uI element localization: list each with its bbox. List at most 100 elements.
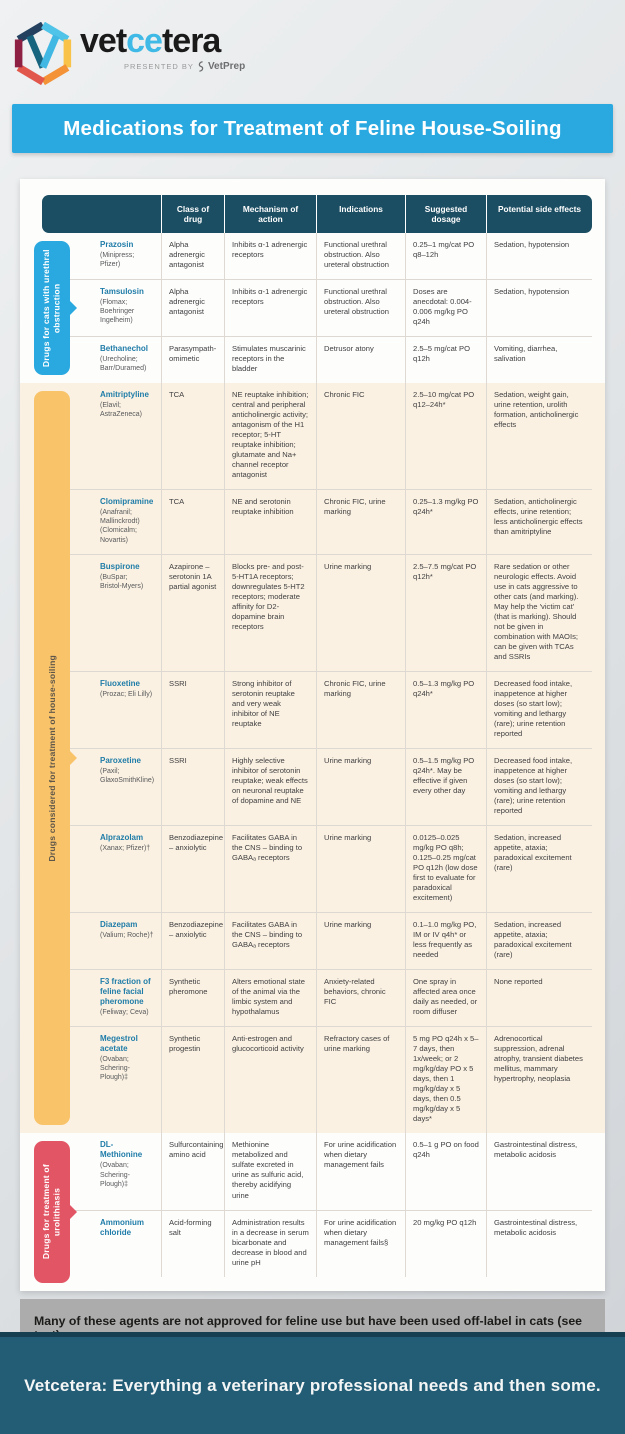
drug-group-1: Drugs considered for treatment of house-… [20, 383, 605, 1134]
header-cell-0: Class of drug [161, 195, 224, 233]
cell-side_effects: Sedation, hypotension [486, 233, 592, 280]
drug-brand: (Ovaban; Schering-Plough)‡ [100, 1162, 130, 1188]
cell-class: Acid-forming salt [161, 1210, 224, 1277]
brand-header: vetcetera PRESENTED BY VetPrep [0, 0, 625, 100]
group-band-1: Drugs considered for treatment of house-… [34, 391, 77, 1126]
drug-brand: (Anafranil; Mallinckrodt) (Clomicalm; No… [100, 509, 140, 544]
cell-drug: Alprazolam (Xanax; Pfizer)† [42, 826, 161, 912]
cell-drug: Megestrol acetate (Ovaban; Schering-Ploug… [42, 1027, 161, 1133]
cell-indications: For urine acidification when dietary man… [316, 1133, 405, 1210]
cell-dosage: 2.5–10 mg/cat PO q12–24h* [405, 383, 486, 490]
cell-class: SSRI [161, 671, 224, 748]
cell-indications: For urine acidification when dietary man… [316, 1210, 405, 1277]
table-row: Amitriptyline (Elavil; AstraZeneca) TCA NE … [42, 383, 592, 490]
cell-drug: Bethanechol (Urecholine; Barr/Duramed) [42, 337, 161, 383]
drug-name: Megestrol acetate [100, 1034, 138, 1054]
drug-name: Paroxetine [100, 755, 141, 765]
drug-name: DL-Methionine [100, 1140, 143, 1160]
drug-brand: (Elavil; AstraZeneca) [100, 402, 143, 419]
table-row: Bethanechol (Urecholine; Barr/Duramed) Par… [42, 336, 592, 384]
cell-side_effects: Decreased food intake, inappetence at hi… [486, 671, 592, 748]
page-title: Medications for Treatment of Feline Hous… [63, 116, 562, 140]
wordmark: vetcetera [80, 24, 245, 58]
cell-side_effects: Rare sedation or other neurologic effect… [486, 554, 592, 671]
table-row: F3 fraction of feline facial pheromone (F… [42, 969, 592, 1027]
cell-drug: Clomipramine (Anafranil; Mallinckrodt) (C… [42, 490, 161, 553]
table-row: Tamsulosin (Flomax; Boehringer Ingelheim)… [42, 279, 592, 337]
wordmark-ce: ce [126, 22, 163, 60]
cell-class: TCA [161, 383, 224, 490]
cell-side_effects: Sedation, anticholinergic effects, urine… [486, 490, 592, 554]
cell-drug: Amitriptyline (Elavil; AstraZeneca) [42, 383, 161, 489]
cell-mechanism: Administration results in a decrease in … [224, 1210, 316, 1277]
cell-mechanism: Highly selective inhibitor of serotonin … [224, 748, 316, 826]
cell-class: SSRI [161, 748, 224, 826]
cell-dosage: 0.25–1.3 mg/kg PO q24h* [405, 490, 486, 554]
cell-class: Benzodiazepine – anxiolytic [161, 913, 224, 970]
cell-indications: Anxiety-related behaviors, chronic FIC [316, 970, 405, 1027]
cell-indications: Detrusor atony [316, 337, 405, 384]
table-row: Paroxetine (Paxil; GlaxoSmithKline) SSRI Hi… [42, 747, 592, 826]
drug-name: Clomipramine [100, 497, 154, 507]
cell-dosage: 0.25–1 mg/cat PO q8–12h [405, 233, 486, 280]
group-band-label: Drugs for treatment of urolithiasis [41, 1164, 62, 1260]
cell-indications: Functional urethral obstruction. Also ur… [316, 233, 405, 280]
drug-brand: (Flomax; Boehringer Ingelheim) [100, 299, 135, 325]
cell-side_effects: Gastrointestinal distress, metabolic aci… [486, 1133, 592, 1210]
group-rows: DL-Methionine (Ovaban; Schering-Plough)‡ S… [42, 1133, 592, 1277]
drug-brand: (Prozac; Eli Lilly) [100, 690, 153, 698]
cell-indications: Chronic FIC [316, 383, 405, 490]
table-row: Buspirone (BuSpar; Bristol-Myers) Azapiron… [42, 553, 592, 671]
cell-indications: Urine marking [316, 826, 405, 913]
table-row: Alprazolam (Xanax; Pfizer)† Benzodiazepine… [42, 825, 592, 913]
group-band-arrow [69, 750, 77, 767]
drug-group-2: Drugs for treatment of urolithiasis DL-Me… [20, 1133, 605, 1291]
cell-indications: Refractory cases of urine marking [316, 1027, 405, 1134]
cell-dosage: 0.5–1 g PO on food q24h [405, 1133, 486, 1210]
drug-brand: (Urecholine; Barr/Duramed) [100, 356, 147, 373]
group-band-0: Drugs for cats with urethral obstruction [34, 241, 77, 376]
group-band-label: Drugs considered for treatment of house-… [46, 654, 57, 862]
drug-brand: (Feliway; Ceva) [100, 1009, 149, 1017]
cell-indications: Functional urethral obstruction. Also ur… [316, 280, 405, 337]
cell-mechanism: Facilitates GABA in the CNS – binding to… [224, 913, 316, 970]
drug-name: Tamsulosin [100, 287, 144, 297]
cell-dosage: 0.5–1.3 mg/kg PO q24h* [405, 671, 486, 748]
cell-class: Alpha adrenergic antagonist [161, 280, 224, 337]
drug-brand: (Minipress; Pfizer) [100, 252, 135, 269]
cell-drug: Fluoxetine (Prozac; Eli Lilly) [42, 672, 161, 748]
cell-indications: Urine marking [316, 554, 405, 671]
header-cell-1: Mechanism of action [224, 195, 316, 233]
wordmark-tera: tera [161, 22, 221, 60]
cell-drug: F3 fraction of feline facial pheromone (F… [42, 970, 161, 1026]
drug-name: Diazepam [100, 920, 138, 930]
table-row: Fluoxetine (Prozac; Eli Lilly) SSRI Strong … [42, 670, 592, 748]
header-cell-3: Suggested dosage [405, 195, 486, 233]
cell-side_effects: Sedation, hypotension [486, 280, 592, 337]
cell-mechanism: Inhibits α-1 adrenergic receptors [224, 280, 316, 337]
cell-class: Azapirone – serotonin 1A partial agonist [161, 554, 224, 671]
table-header-row: Class of drug Mechanism of action Indicati… [42, 195, 592, 233]
drug-name: Alprazolam [100, 833, 144, 843]
cell-mechanism: Anti-estrogen and glucocorticoid activit… [224, 1027, 316, 1134]
table-row: Ammonium chloride Acid-forming salt Admini… [42, 1209, 592, 1277]
cell-class: Sulfurcontaining amino acid [161, 1133, 224, 1210]
cell-class: Benzodiazepine – anxiolytic [161, 826, 224, 913]
table-row: Megestrol acetate (Ovaban; Schering-Ploug… [42, 1026, 592, 1134]
vetprep-label: VetPrep [207, 61, 246, 72]
cell-drug: Prazosin (Minipress; Pfizer) [42, 233, 161, 279]
cell-mechanism: Strong inhibitor of serotonin reuptake a… [224, 671, 316, 748]
drug-table-panel: Class of drug Mechanism of action Indicati… [20, 179, 605, 1291]
drug-name: Fluoxetine [100, 678, 141, 688]
table-row: Prazosin (Minipress; Pfizer) Alpha adrener… [42, 233, 592, 280]
drug-name: Ammonium chloride [100, 1217, 144, 1237]
cell-indications: Chronic FIC, urine marking [316, 490, 405, 554]
vetprep-icon [198, 61, 204, 72]
drug-name: Prazosin [100, 240, 134, 249]
drug-name: Bethanechol [100, 344, 149, 354]
table-row: Diazepam (Valium; Roche)† Benzodiazepine –… [42, 912, 592, 970]
header-cell-2: Indications [316, 195, 405, 233]
cell-mechanism: NE reuptake inhibition; central and peri… [224, 383, 316, 490]
cell-mechanism: Inhibits α-1 adrenergic receptors [224, 233, 316, 280]
header-cell-drug [42, 195, 161, 233]
